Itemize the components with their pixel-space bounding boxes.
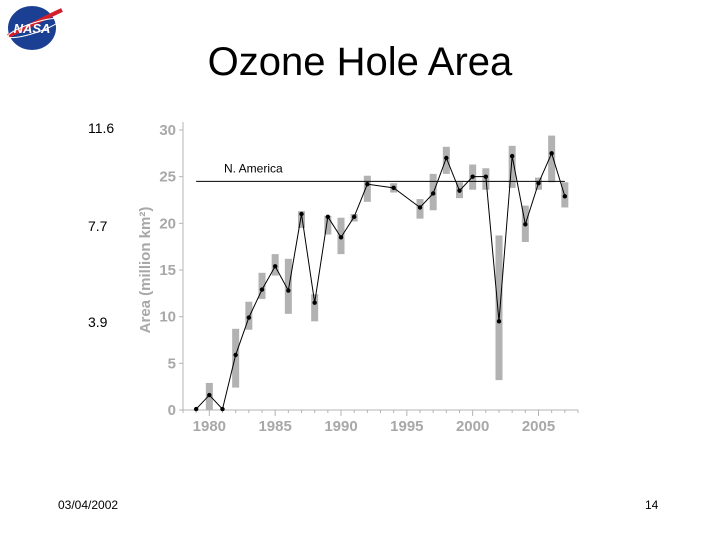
- y-tick-label: 20: [159, 215, 176, 232]
- error-bar: [284, 258, 292, 314]
- nasa-logo: NASA: [7, 6, 63, 50]
- y-tick-label: 30: [159, 122, 176, 139]
- data-point: [430, 191, 436, 196]
- data-point: [272, 264, 278, 269]
- data-point: [259, 287, 265, 292]
- x-tick-label: 2000: [456, 418, 489, 435]
- error-bar: [495, 235, 503, 381]
- nasa-logo-swoosh: [7, 8, 63, 38]
- data-point: [417, 205, 423, 210]
- data-point: [233, 352, 238, 358]
- data-point: [338, 235, 344, 240]
- error-bar: [311, 294, 319, 322]
- error-bar: [363, 175, 371, 202]
- error-bar: [508, 145, 516, 188]
- error-bar: [442, 146, 450, 174]
- y-tick-label: 25: [159, 169, 176, 186]
- data-point: [483, 174, 489, 179]
- data-point: [207, 392, 212, 398]
- x-tick-label: 1990: [324, 418, 357, 435]
- data-point: [299, 211, 304, 217]
- data-point: [470, 174, 475, 179]
- data-point: [523, 222, 528, 227]
- nasa-logo-orbit: [7, 17, 61, 39]
- data-point: [325, 214, 331, 219]
- footer-page-number: 14: [645, 498, 659, 512]
- error-bar: [232, 328, 240, 388]
- footer-date: 03/04/2002: [58, 498, 119, 512]
- y-axis-label: Area (million km²): [137, 207, 154, 334]
- data-point: [246, 315, 252, 320]
- data-point: [193, 406, 199, 412]
- x-tick-label: 1980: [193, 418, 226, 435]
- data-point: [391, 185, 396, 191]
- slide-title: Ozone Hole Area: [0, 40, 720, 85]
- error-bar: [258, 272, 266, 299]
- side-label-top: 11.6: [88, 120, 115, 136]
- series-group: [193, 151, 568, 412]
- chart-axes: 0 5 10 15 20 25 30 1980 1985 1990 1995 2000 2005: [159, 122, 579, 435]
- data-point: [444, 155, 449, 161]
- reference-line-group: N. America: [196, 161, 565, 182]
- data-point: [365, 181, 370, 187]
- data-point: [220, 406, 225, 412]
- reference-line-label: N. America: [224, 161, 283, 175]
- error-bar: [548, 135, 556, 183]
- data-point: [351, 214, 357, 219]
- nasa-logo-text: NASA: [14, 21, 51, 36]
- x-tick-label: 2005: [522, 418, 555, 435]
- error-bar: [298, 211, 305, 228]
- data-point: [549, 151, 554, 156]
- x-tick-label: 1985: [258, 418, 291, 435]
- data-point: [562, 194, 568, 199]
- data-point: [509, 153, 515, 159]
- data-point: [496, 319, 502, 324]
- data-point: [286, 288, 291, 293]
- x-tick-label: 1995: [390, 418, 423, 435]
- data-point: [536, 181, 541, 186]
- error-bars: [205, 135, 569, 410]
- y-tick-label: 0: [168, 402, 176, 419]
- slide-title-text: Ozone Hole Area: [207, 40, 513, 84]
- side-label-middle: 7.7: [88, 218, 108, 234]
- y-tick-label: 15: [159, 262, 176, 279]
- data-point: [312, 300, 317, 305]
- y-tick-label: 10: [159, 309, 176, 326]
- y-tick-label: 5: [168, 355, 176, 372]
- data-point: [457, 188, 462, 193]
- series-line: [195, 151, 566, 411]
- side-label-bottom: 3.9: [88, 314, 108, 330]
- error-bar: [324, 215, 332, 235]
